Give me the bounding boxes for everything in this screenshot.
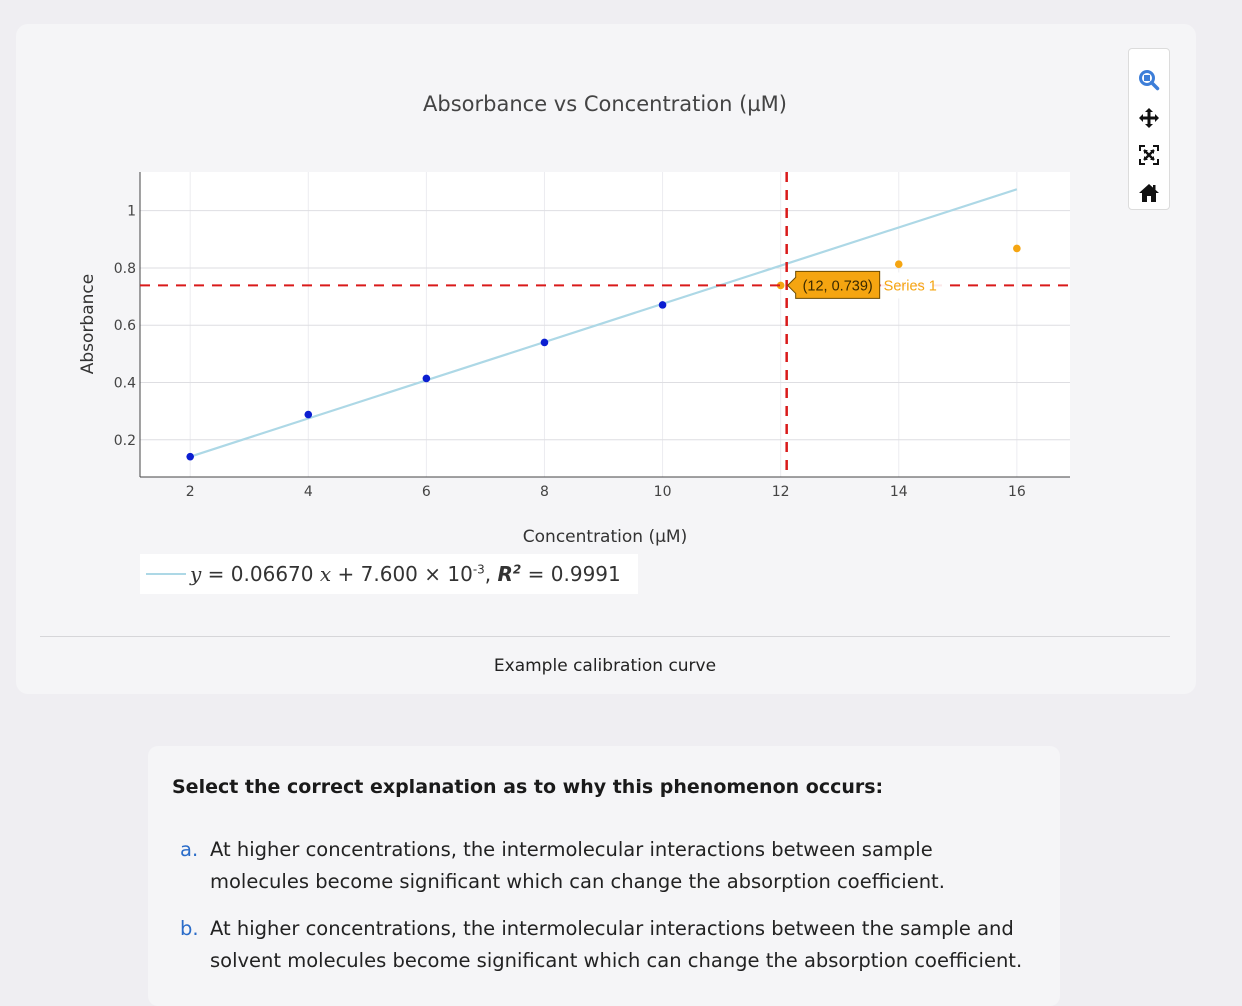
legend-equation: y = 0.06670 x + 7.600 × 10-3, R2 = 0.999… [190, 562, 621, 586]
data-point[interactable] [186, 452, 194, 461]
x-tick-label: 16 [1008, 484, 1026, 500]
hover-tooltip-label: (12, 0.739) [803, 278, 873, 294]
reset-axes-button[interactable] [1129, 175, 1169, 211]
option-text: At higher concentrations, the intermolec… [210, 917, 1023, 972]
pan-icon [1139, 108, 1159, 128]
legend-r2-value: 0.9991 [550, 562, 621, 586]
legend-r2-label: R2 [497, 562, 522, 586]
legend-line-swatch [146, 573, 186, 575]
home-icon [1139, 184, 1159, 202]
legend-exponent: -3 [472, 562, 485, 577]
y-tick-label: 1 [127, 204, 136, 220]
question-prompt: Select the correct explanation as to why… [172, 776, 884, 798]
zoom-icon [1139, 70, 1160, 91]
data-point[interactable] [658, 301, 667, 309]
figure-caption: Example calibration curve [493, 656, 717, 676]
legend-x-var: x [319, 562, 332, 586]
x-tick-label: 4 [304, 484, 313, 500]
x-tick-label: 14 [890, 484, 908, 500]
x-tick-label: 10 [654, 484, 672, 500]
y-tick-label: 0.8 [114, 261, 136, 277]
x-tick-label: 8 [540, 484, 549, 500]
question-card: Select the correct explanation as to why… [148, 746, 1060, 1006]
x-axis-title: Concentration (µM) [523, 527, 687, 547]
zoom-button[interactable] [1129, 62, 1169, 98]
hover-series-label: Series 1 [884, 278, 937, 294]
legend-y-var: y [190, 562, 202, 586]
y-tick-label: 0.4 [114, 375, 136, 391]
y-tick-label: 0.2 [114, 433, 136, 449]
answer-option-b[interactable]: b. At higher concentrations, the intermo… [172, 913, 1032, 977]
y-tick-label: 0.6 [114, 318, 136, 334]
outlier-point[interactable] [894, 260, 903, 269]
y-axis-title: Absorbance [78, 274, 98, 374]
pan-button[interactable] [1129, 100, 1169, 136]
autoscale-button[interactable] [1129, 137, 1169, 173]
data-point[interactable] [540, 338, 549, 347]
x-tick-label: 2 [186, 484, 195, 500]
plot-modebar [1128, 48, 1170, 210]
data-point[interactable] [422, 374, 431, 383]
option-letter: b. [180, 917, 199, 940]
hover-tooltip-box [786, 270, 881, 299]
chart-title: Absorbance vs Concentration (µM) [423, 92, 787, 116]
legend-intercept: 7.600 [360, 562, 418, 586]
outlier-point[interactable] [776, 281, 785, 290]
chart-svg[interactable]: 2 4 6 8 10 12 14 16 0.2 0.4 0.6 0.8 1 Absorbance vs C… [0, 0, 1242, 620]
autoscale-icon [1139, 145, 1159, 165]
legend-slope: 0.06670 [230, 562, 314, 586]
outlier-point[interactable] [1013, 244, 1021, 253]
answer-option-a[interactable]: a. At higher concentrations, the intermo… [172, 834, 1032, 898]
option-letter: a. [180, 838, 199, 861]
fit-line[interactable] [189, 188, 1018, 458]
caption-divider [40, 636, 1170, 637]
x-tick-label: 6 [422, 484, 431, 500]
data-point[interactable] [304, 410, 313, 419]
option-text: At higher concentrations, the intermolec… [210, 838, 945, 893]
chart-legend[interactable]: y = 0.06670 x + 7.600 × 10-3, R2 = 0.999… [140, 554, 638, 594]
hover-series-box [880, 272, 944, 299]
x-tick-label: 12 [772, 484, 790, 500]
